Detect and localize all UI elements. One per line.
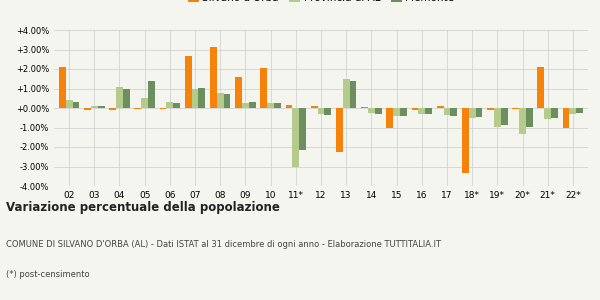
Bar [299, 108, 306, 150]
Bar [569, 108, 576, 114]
Bar [425, 108, 432, 114]
Bar [123, 89, 130, 108]
Text: COMUNE DI SILVANO D'ORBA (AL) - Dati ISTAT al 31 dicembre di ogni anno - Elabora: COMUNE DI SILVANO D'ORBA (AL) - Dati IST… [6, 240, 441, 249]
Bar [519, 108, 526, 134]
Bar [217, 93, 224, 108]
Bar [109, 108, 116, 110]
Bar [274, 103, 281, 108]
Bar [501, 108, 508, 124]
Bar [98, 106, 104, 108]
Bar [544, 108, 551, 119]
Bar [260, 68, 267, 108]
Bar [343, 79, 350, 108]
Bar [563, 108, 569, 128]
Bar [191, 88, 199, 108]
Bar [91, 106, 98, 108]
Bar [66, 100, 73, 108]
Bar [210, 46, 217, 108]
Bar [134, 108, 141, 109]
Bar [267, 103, 274, 108]
Bar [166, 102, 173, 108]
Bar [350, 81, 356, 108]
Bar [462, 108, 469, 173]
Bar [73, 102, 79, 108]
Bar [173, 103, 180, 108]
Bar [418, 108, 425, 114]
Bar [286, 105, 292, 108]
Bar [116, 86, 123, 108]
Bar [336, 108, 343, 152]
Bar [538, 67, 544, 108]
Bar [476, 108, 482, 117]
Text: Variazione percentuale della popolazione: Variazione percentuale della popolazione [6, 201, 280, 214]
Bar [469, 108, 476, 118]
Bar [325, 108, 331, 115]
Bar [361, 107, 368, 108]
Bar [551, 108, 558, 118]
Bar [59, 67, 66, 108]
Bar [185, 56, 191, 108]
Bar [386, 108, 393, 128]
Bar [224, 94, 230, 108]
Bar [412, 108, 418, 110]
Bar [451, 108, 457, 116]
Bar [317, 108, 325, 114]
Bar [242, 103, 249, 108]
Bar [576, 108, 583, 113]
Bar [199, 88, 205, 108]
Bar [292, 108, 299, 167]
Bar [160, 108, 166, 109]
Bar [512, 108, 519, 109]
Bar [400, 108, 407, 116]
Bar [84, 108, 91, 110]
Text: (*) post-censimento: (*) post-censimento [6, 270, 89, 279]
Bar [148, 81, 155, 108]
Bar [249, 102, 256, 108]
Bar [375, 108, 382, 114]
Bar [443, 108, 451, 115]
Legend: Silvano d'Orba, Provincia di AL, Piemonte: Silvano d'Orba, Provincia di AL, Piemont… [184, 0, 458, 7]
Bar [311, 106, 317, 108]
Bar [141, 98, 148, 108]
Bar [494, 108, 501, 127]
Bar [487, 108, 494, 110]
Bar [368, 108, 375, 113]
Bar [393, 108, 400, 116]
Bar [437, 106, 443, 108]
Bar [235, 77, 242, 108]
Bar [526, 108, 533, 127]
